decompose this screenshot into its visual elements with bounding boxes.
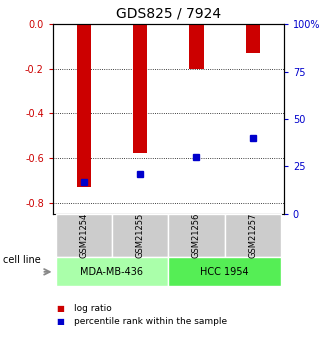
Text: ■: ■ — [56, 317, 64, 326]
Bar — [189, 24, 204, 69]
Text: HCC 1954: HCC 1954 — [200, 267, 249, 277]
Bar — [56, 257, 168, 286]
Text: ■: ■ — [56, 304, 64, 313]
Text: MDA-MB-436: MDA-MB-436 — [81, 267, 144, 277]
Text: cell line: cell line — [3, 256, 41, 265]
Bar — [246, 24, 260, 53]
Text: GSM21257: GSM21257 — [248, 213, 257, 258]
Bar — [56, 214, 112, 257]
Bar — [168, 257, 281, 286]
Bar — [168, 214, 225, 257]
Text: percentile rank within the sample: percentile rank within the sample — [74, 317, 227, 326]
Bar — [112, 214, 168, 257]
Bar — [77, 24, 91, 187]
Text: GSM21256: GSM21256 — [192, 213, 201, 258]
Bar — [225, 214, 281, 257]
Text: log ratio: log ratio — [74, 304, 112, 313]
Bar — [133, 24, 147, 152]
Title: GDS825 / 7924: GDS825 / 7924 — [116, 6, 221, 20]
Text: GSM21255: GSM21255 — [136, 213, 145, 258]
Text: GSM21254: GSM21254 — [79, 213, 88, 258]
